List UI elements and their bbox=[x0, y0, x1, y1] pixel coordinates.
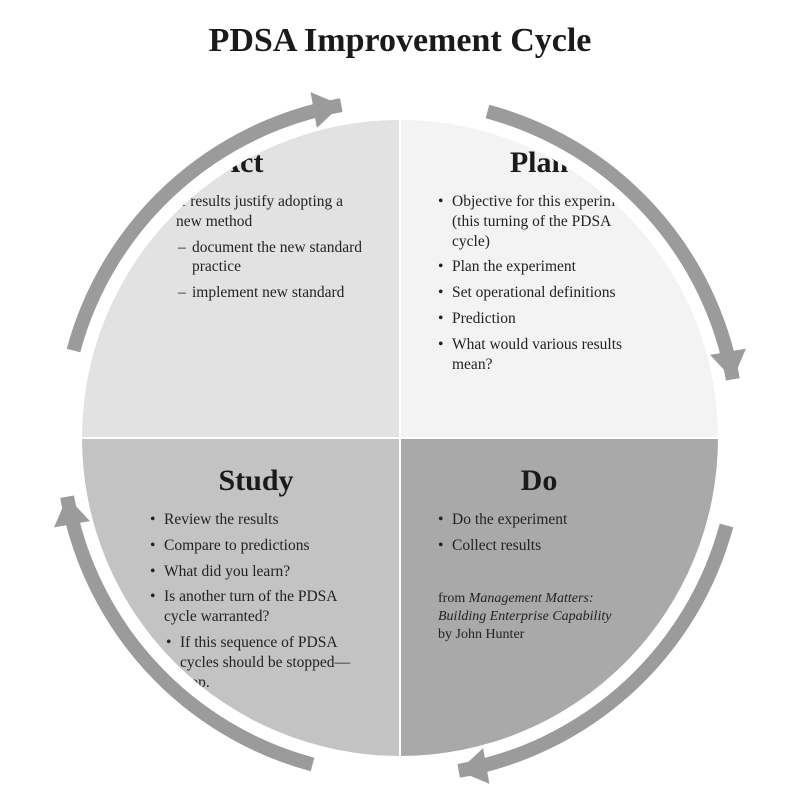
cycle-circle: Act If results justify adopting a new me… bbox=[80, 118, 720, 758]
list-item: Is another turn of the PDSA cycle warran… bbox=[150, 587, 372, 627]
quadrant-plan: Plan Objective for this experiment (this… bbox=[400, 120, 718, 438]
page-title: PDSA Improvement Cycle bbox=[0, 22, 800, 60]
list-item: Review the results bbox=[150, 510, 372, 530]
list-item: Plan the experiment bbox=[438, 257, 652, 277]
list-item: Compare to predictions bbox=[150, 536, 372, 556]
list-item: What did you learn? bbox=[150, 562, 372, 582]
list-item: implement new standard bbox=[178, 283, 362, 303]
plan-title: Plan bbox=[420, 146, 698, 180]
list-item: What would various results mean? bbox=[438, 335, 652, 375]
list-item: Do the experiment bbox=[438, 510, 642, 530]
divider-horizontal bbox=[82, 437, 718, 439]
act-list: If results justify adopting a new method… bbox=[162, 192, 362, 303]
list-item: If results justify adopting a new method bbox=[162, 192, 362, 232]
list-item: Set operational definitions bbox=[438, 283, 652, 303]
list-item: Objective for this experiment (this turn… bbox=[438, 192, 652, 251]
attribution-byline: by John Hunter bbox=[438, 627, 524, 642]
attribution-prefix: from bbox=[438, 591, 469, 606]
study-title: Study bbox=[102, 464, 380, 498]
do-title: Do bbox=[420, 464, 698, 498]
list-item: If this sequence of PDSA cycles should b… bbox=[166, 633, 372, 692]
list-item: document the new standard practice bbox=[178, 238, 362, 278]
attribution: from Management Matters: Building Enterp… bbox=[438, 590, 642, 645]
plan-list: Objective for this experiment (this turn… bbox=[438, 192, 652, 375]
do-list: Do the experiment Collect results bbox=[438, 510, 642, 556]
pdsa-cycle: Act If results justify adopting a new me… bbox=[80, 118, 720, 758]
quadrant-do: Do Do the experiment Collect results from… bbox=[400, 438, 718, 756]
list-item: Prediction bbox=[438, 309, 652, 329]
study-list: Review the results Compare to predictions… bbox=[150, 510, 372, 693]
quadrant-act: Act If results justify adopting a new me… bbox=[82, 120, 400, 438]
quadrant-study: Study Review the results Compare to predi… bbox=[82, 438, 400, 756]
act-title: Act bbox=[102, 146, 380, 180]
list-item: Collect results bbox=[438, 536, 642, 556]
